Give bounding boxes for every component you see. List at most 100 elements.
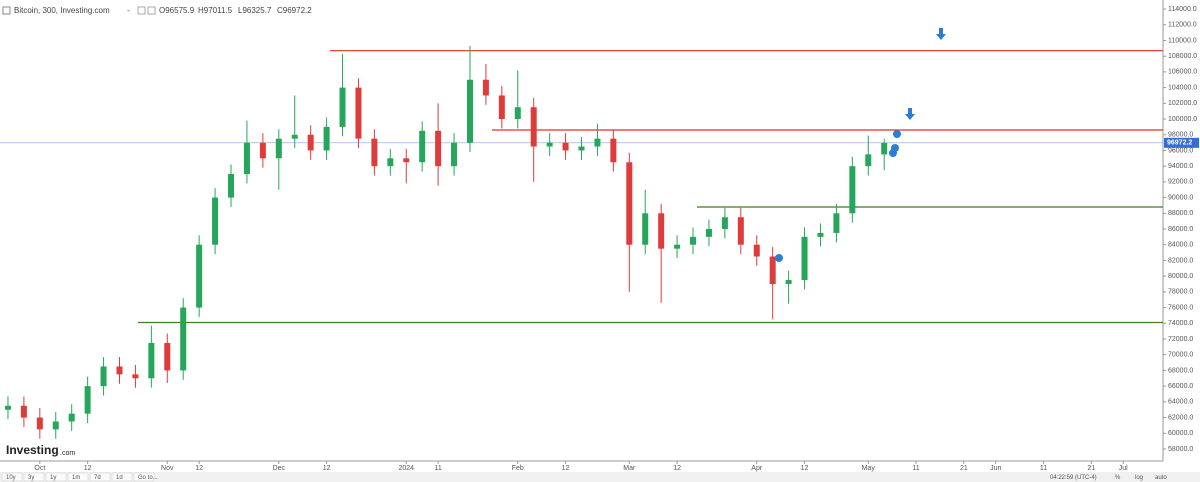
candle-body [4, 405, 11, 410]
candle-body [116, 366, 123, 375]
candle-body [578, 146, 585, 151]
y-tick-label: 96000.0 [1168, 147, 1193, 154]
candle-body [355, 87, 362, 139]
y-tick-label: 92000.0 [1168, 179, 1193, 186]
y-tick-label: 98000.0 [1168, 132, 1193, 139]
candle-body [817, 232, 824, 237]
y-tick-label: 112000.0 [1168, 22, 1197, 29]
event-marker[interactable] [775, 254, 783, 262]
candle-body [291, 134, 298, 139]
y-tick-label: 80000.0 [1168, 273, 1193, 280]
candle-body [196, 244, 203, 308]
y-tick-label: 64000.0 [1168, 399, 1193, 406]
range-button[interactable] [23, 472, 45, 482]
range-button[interactable] [111, 472, 133, 482]
candle-body [562, 142, 569, 151]
candle-body [721, 217, 728, 230]
chart-option[interactable]: auto [1155, 475, 1167, 481]
candle-body [881, 142, 888, 155]
candle-body [164, 342, 171, 371]
candle-body [419, 130, 426, 163]
range-label: 7d [94, 475, 101, 481]
y-tick-label: 82000.0 [1168, 257, 1193, 264]
x-tick-label: May [862, 465, 876, 472]
event-marker[interactable] [893, 130, 901, 138]
logo: Investing .com [6, 443, 75, 457]
candle-body [435, 130, 442, 167]
header-high: H97011.5 [198, 6, 233, 15]
x-tick-label: 12 [562, 465, 570, 472]
candle-body [403, 158, 410, 163]
range-button[interactable] [133, 472, 155, 482]
candle-body [323, 126, 330, 151]
candle-body [546, 142, 553, 147]
y-tick-label: 72000.0 [1168, 336, 1193, 343]
y-tick-label: 104000.0 [1168, 84, 1197, 91]
settings-icon[interactable] [137, 6, 146, 15]
candle-body [228, 174, 235, 198]
candle-body [68, 413, 75, 422]
range-label: 10y [6, 475, 16, 481]
candle-body [387, 158, 394, 167]
candle-body [785, 280, 792, 285]
candle-body [307, 134, 314, 151]
candle-body [482, 79, 489, 96]
candle-body [20, 405, 27, 418]
x-tick-label: 11 [434, 465, 441, 472]
candle-body [180, 307, 187, 371]
x-tick-label: Feb [512, 465, 524, 472]
y-tick-label: 86000.0 [1168, 226, 1193, 233]
arrow-down-icon [905, 108, 915, 120]
chart-option[interactable]: % [1115, 475, 1121, 481]
y-tick-label: 90000.0 [1168, 194, 1193, 201]
range-label: 1d [116, 475, 123, 481]
range-button[interactable] [45, 472, 67, 482]
header-title: Bitcoin, 300, Investing.com [14, 6, 110, 15]
header-low: L96325.7 [238, 6, 272, 15]
chart-option[interactable]: log [1135, 475, 1143, 481]
close-icon[interactable] [147, 6, 156, 15]
x-tick-label: 12 [195, 465, 203, 472]
range-button[interactable] [1, 472, 23, 482]
header-dash: - [127, 6, 130, 15]
candle-body [100, 366, 107, 387]
header: Bitcoin, 300, Investing.com - O96575.9 H… [2, 6, 312, 15]
range-label: 1m [72, 475, 80, 481]
x-tick-label: 11 [912, 465, 919, 472]
header-open: O96575.9 [159, 6, 195, 15]
y-tick-label: 62000.0 [1168, 414, 1193, 421]
candle-body [642, 213, 649, 245]
event-marker[interactable] [889, 149, 897, 157]
candle-body [737, 217, 744, 245]
y-tick-label: 70000.0 [1168, 352, 1193, 359]
range-button[interactable] [89, 472, 111, 482]
x-tick-label: 12 [673, 465, 681, 472]
range-button[interactable] [67, 472, 89, 482]
toolbar-items: 10y 3y 1y 1m 7d 1d Go to... 04:22:59 (UTC-4)% lo… [1, 472, 1167, 482]
collapse-icon[interactable] [2, 6, 11, 15]
current-price-tag [1164, 137, 1199, 148]
x-tick-label: 12 [84, 465, 92, 472]
candle-body [259, 142, 266, 159]
x-tick-label: 11 [1040, 465, 1047, 472]
current-price-label: 96972.2 [1167, 140, 1192, 147]
y-tick-label: 74000.0 [1168, 320, 1193, 327]
candle-body [674, 244, 681, 249]
candle-body [339, 87, 346, 127]
candle-body [243, 142, 250, 175]
logo-text: Investing [6, 443, 59, 457]
toolbar [0, 472, 1200, 482]
x-tick-label: Oct [34, 465, 45, 472]
range-label: 1y [50, 475, 56, 481]
y-tick-label: 108000.0 [1168, 53, 1197, 60]
candle-body [212, 197, 219, 245]
plot-area [0, 45, 1163, 439]
y-tick-label: 78000.0 [1168, 289, 1193, 296]
candle-body [84, 386, 91, 414]
y-tick-label: 68000.0 [1168, 367, 1193, 374]
candle-body [658, 213, 665, 249]
candle-body [530, 107, 537, 147]
